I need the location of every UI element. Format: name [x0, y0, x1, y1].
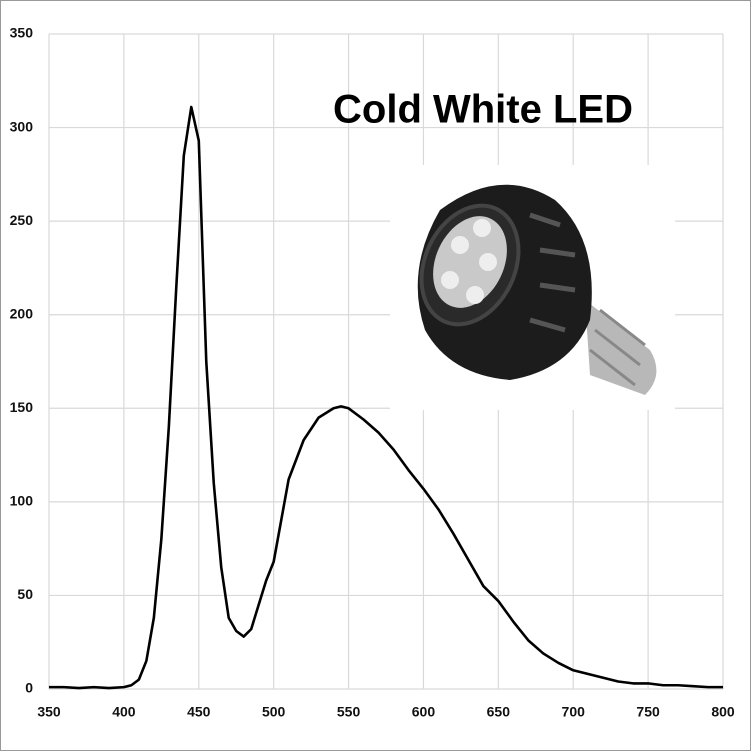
chart-title: Cold White LED [333, 88, 633, 132]
y-tick-label: 200 [10, 305, 34, 321]
led-chip [441, 271, 459, 289]
y-tick-label: 100 [10, 493, 34, 509]
x-tick-label: 650 [487, 704, 511, 720]
x-tick-label: 550 [337, 704, 361, 720]
y-tick-label: 250 [10, 212, 34, 228]
spectrum-line [49, 105, 723, 690]
y-tick-label: 300 [10, 118, 34, 134]
x-tick-label: 450 [187, 704, 211, 720]
x-tick-label: 350 [37, 704, 61, 720]
plot-area [49, 105, 723, 690]
led-bulb-image [390, 165, 675, 410]
bulb-thread [589, 308, 646, 387]
y-tick-label: 350 [10, 25, 34, 41]
x-tick-label: 700 [562, 704, 586, 720]
led-chip [466, 286, 484, 304]
x-tick-label: 750 [636, 704, 660, 720]
x-tick-label: 500 [262, 704, 286, 720]
led-chip [473, 219, 491, 237]
y-tick-label: 50 [17, 586, 33, 602]
x-tick-label: 800 [711, 704, 735, 720]
bulb-fins [529, 212, 576, 333]
led-chip [451, 236, 469, 254]
led-chip [479, 253, 497, 271]
x-tick-label: 400 [112, 704, 136, 720]
bulb-base [585, 300, 657, 395]
y-tick-label: 0 [25, 680, 33, 696]
y-tick-label: 150 [10, 399, 34, 415]
x-tick-label: 600 [412, 704, 436, 720]
